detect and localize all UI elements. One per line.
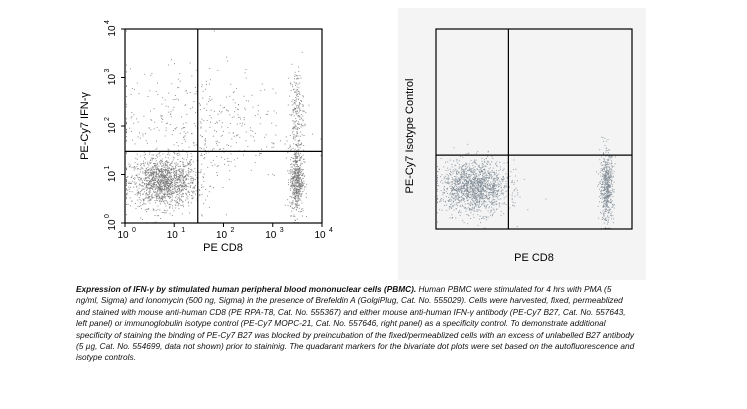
y-tick-exponent-0: 0 (104, 214, 111, 218)
figure-caption: Expression of IFN-γ by stimulated human … (76, 284, 636, 364)
isotype-plot-svg: PE CD8 PE-Cy7 Isotype Control (404, 28, 633, 264)
population-0 (437, 143, 547, 229)
y-tick-exponent-1: 1 (104, 165, 111, 169)
caption-title: Expression of IFN-γ by stimulated human … (76, 284, 417, 294)
y-tick-label-0: 10 (107, 219, 118, 231)
y-tick-exponent-2: 2 (104, 117, 111, 121)
right-plot-frame (435, 28, 633, 230)
x-tick-label-1: 10 (167, 230, 179, 241)
ifn-gamma-dot-plot: 10 0 10 1 10 2 10 3 10 4 10 0 10 1 10 2 10 3 10 4 PE CD8 P… (0, 0, 400, 270)
x-tick-exponent-2: 2 (231, 227, 235, 234)
x-tick-label-0: 10 (117, 230, 129, 241)
population-1 (284, 137, 308, 223)
caption-body: Human PBMC were stimulated for 4 hrs wit… (76, 284, 635, 363)
y-tick-label-4: 10 (107, 25, 118, 37)
x-tick-exponent-1: 1 (181, 227, 185, 234)
y-tick-exponent-3: 3 (104, 68, 111, 72)
x-tick-label-2: 10 (216, 230, 228, 241)
isotype-control-dot-plot: PE CD8 PE-Cy7 Isotype Control (398, 8, 646, 280)
y-tick-label-2: 10 (107, 122, 118, 134)
left-scatter-points (126, 30, 322, 223)
x-tick-exponent-0: 0 (132, 227, 136, 234)
y-tick-label-1: 10 (107, 171, 118, 183)
population-2 (286, 51, 307, 179)
population-1 (596, 136, 616, 229)
left-x-axis-label: PE CD8 (203, 242, 243, 254)
left-y-axis-label: PE-Cy7 IFN-γ (79, 92, 91, 160)
right-y-axis-label: PE-Cy7 Isotype Control (404, 79, 416, 194)
x-tick-label-3: 10 (265, 230, 277, 241)
x-tick-label-4: 10 (314, 230, 326, 241)
left-x-axis-ticks: 10 0 10 1 10 2 10 3 10 4 (117, 223, 333, 241)
y-tick-label-3: 10 (107, 74, 118, 86)
x-tick-exponent-3: 3 (280, 227, 284, 234)
population-3 (126, 30, 322, 217)
y-tick-exponent-4: 4 (104, 20, 111, 24)
x-tick-exponent-4: 4 (329, 227, 333, 234)
right-x-axis-label: PE CD8 (514, 252, 554, 264)
population-0 (126, 140, 218, 223)
right-scatter-points (437, 136, 616, 229)
